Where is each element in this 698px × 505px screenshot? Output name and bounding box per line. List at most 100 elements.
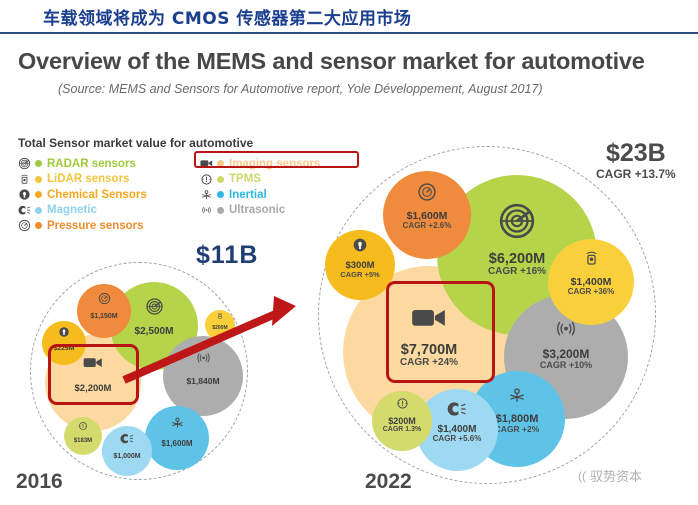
bubble-value: $2,200M [74,383,112,395]
cluster-2022: $7,700M CAGR +24% $6,200M CAGR +16% $3,200… [318,146,656,484]
legend-item-inertial: Inertial [198,187,320,203]
chemical-icon [58,326,70,338]
tpms-icon [78,421,88,431]
total-2016-value: $11B [196,241,259,269]
legend-item-label: Inertial [229,188,267,201]
bubble-2016-lidar: $200M [205,310,235,340]
bubble-cagr: CAGR +5% [340,269,380,279]
legend-item-label: Imaging sensors [229,157,321,170]
inertial-icon [170,415,185,430]
radar-globe-icon [497,201,537,241]
bubble-2016-pressure: $1,150M [77,284,131,338]
bubble-2016-ultrasonic: $1,840M [163,336,243,416]
legend-item-label: Chemical Sensors [47,188,147,201]
legend-swatch [35,160,42,168]
slide-title: Overview of the MEMS and sensor market f… [18,48,645,74]
ultrasonic-icon [198,206,215,214]
radar-globe-icon [16,157,33,170]
video-camera-icon [83,356,103,369]
legend-item-label: Magnetic [47,204,97,217]
legend: Total Sensor market value for automotive… [16,136,361,241]
year-label-2016: 2016 [16,470,63,493]
legend-item-magnetic: Magnetic [16,203,147,219]
bubble-2022-tpms: $200M CAGR 1.3% [372,391,432,451]
legend-swatch [35,206,42,214]
legend-item-radar-sensors: RADAR sensors [16,156,147,172]
legend-column-left: RADAR sensors LiDAR sensors Chemical Sen… [16,156,147,234]
legend-item-label: Pressure sensors [47,219,144,232]
magnet-icon [447,401,467,417]
bubble-value: $225M [53,344,75,352]
tpms-icon [396,397,409,410]
legend-item-imaging-sensors: Imaging sensors [198,156,320,172]
cluster-2016: $2,200M $2,500M $1,840M $1,600M $1,150M … [30,262,248,480]
bubble-value: $1,600M [406,209,448,222]
legend-item-lidar-sensors: LiDAR sensors [16,172,147,188]
ultrasonic-icon [552,320,580,337]
watermark-text: 驭势资本 [590,470,643,485]
bubble-2016-inertial: $1,600M [145,406,209,470]
bubble-value: $3,200M [542,347,590,362]
bubble-cagr: CAGR +5.6% [432,433,482,443]
chemical-icon [16,188,33,201]
bubble-2022-lidar: $1,400M CAGR +36% [548,239,634,325]
legend-item-label: LiDAR sensors [47,173,130,186]
page-header-title: 车载领域将成为 CMOS 传感器第二大应用市场 [43,9,412,29]
legend-swatch [35,191,42,199]
lidar-icon [582,249,601,268]
pressure-gauge-icon [417,182,437,202]
bubble-cagr: CAGR 1.3% [382,425,422,433]
legend-swatch [35,175,42,183]
chemical-icon [352,237,368,253]
pressure-gauge-icon [16,219,33,232]
legend-item-ultrasonic: Ultrasonic [198,203,320,219]
year-label-2022: 2022 [365,470,412,493]
bubble-cagr: CAGR +36% [567,287,615,297]
legend-swatch [217,206,224,214]
bubble-2022-chemical: $300M CAGR +5% [325,230,395,300]
bubble-value: $1,400M [570,276,612,289]
legend-item-label: RADAR sensors [47,157,136,170]
magnet-icon [120,433,134,444]
legend-item-tpms: TPMS [198,172,320,188]
bubble-value: $1,840M [186,375,220,386]
lidar-icon [216,312,224,320]
total-2022-cagr: CAGR +13.7% [596,167,676,181]
legend-swatch [217,160,224,168]
bubble-cagr: CAGR +16% [487,265,547,277]
legend-swatch [217,175,224,183]
lidar-icon [16,173,33,186]
page-header-bar: 车载领域将成为 CMOS 传感器第二大应用市场 [0,0,698,34]
ultrasonic-icon [194,352,213,364]
legend-item-chemical-sensors: Chemical Sensors [16,187,147,203]
bubble-cagr: CAGR +10% [539,359,593,370]
inertial-icon [507,385,527,405]
bubble-value: $200M [212,325,228,332]
bubble-2022-pressure: $1,600M CAGR +2.6% [383,171,471,259]
bubble-cagr: CAGR +2% [494,424,540,435]
pressure-gauge-icon [98,292,111,305]
bubble-value: $300M [345,260,375,272]
watermark-logo-icon: ((̇ [578,468,586,483]
bubble-cagr: CAGR +24% [399,356,459,368]
bubble-2016-chemical: $225M [42,321,86,365]
bubble-value: $183M [73,437,93,444]
bubble-value: $1,600M [161,439,193,449]
video-camera-icon [411,306,447,330]
legend-item-pressure-sensors: Pressure sensors [16,218,147,234]
magnet-icon [16,205,33,215]
bubble-value: $7,700M [400,341,458,358]
legend-item-label: Ultrasonic [229,204,286,217]
bubble-value: $6,200M [488,250,546,267]
bubble-value: $1,800M [495,412,539,425]
total-2016: $11B [196,243,258,268]
total-2022-value: $23B [605,139,666,167]
tpms-icon [198,173,215,186]
bubble-value: $200M [388,415,416,426]
slide-source-line: (Source: MEMS and Sensors for Automotive… [58,82,543,96]
bubble-value: $1,150M [90,312,118,320]
bubble-cagr: CAGR +2.6% [402,220,452,230]
radar-globe-icon [145,297,164,316]
legend-swatch [35,222,42,230]
video-camera-icon [198,159,215,168]
